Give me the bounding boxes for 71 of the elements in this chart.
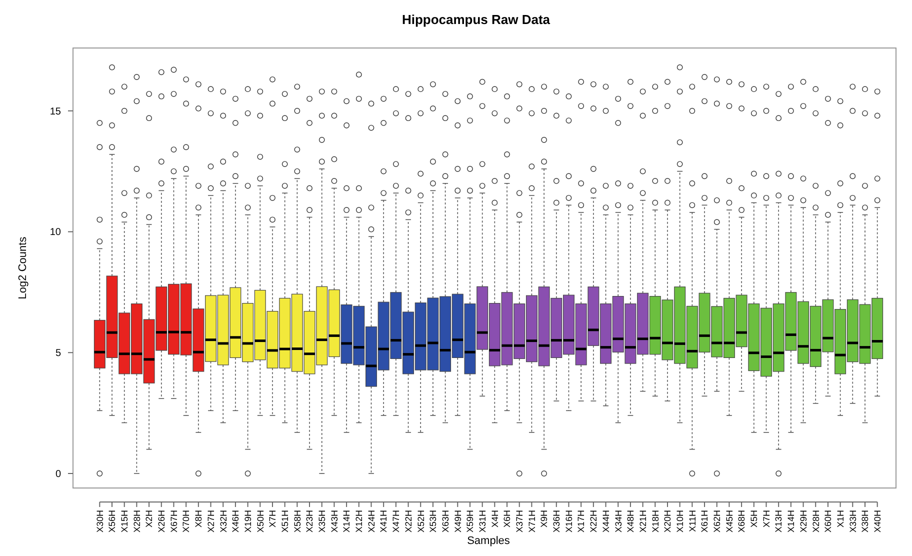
y-tick-label: 0 <box>55 468 62 480</box>
x-tick-label: X30H <box>94 510 105 533</box>
x-tick-label: X33H <box>848 510 858 533</box>
x-tick-label: X51H <box>280 510 290 533</box>
x-tick-label: X52H <box>416 510 426 533</box>
x-tick-label: X23H <box>304 510 315 533</box>
x-tick-label: X44H <box>600 510 611 533</box>
x-tick-label: X20H <box>662 510 673 533</box>
x-tick-label: X49H <box>452 510 463 533</box>
x-tick-label: X36H <box>552 510 562 533</box>
x-tick-label: X14H <box>786 510 796 533</box>
x-tick-label: X5H <box>749 510 760 528</box>
x-tick-label: X45H <box>724 510 734 533</box>
x-tick-label: X15H <box>120 510 130 533</box>
x-tick-label: X17H <box>576 510 586 533</box>
x-tick-label: X41H <box>378 510 389 533</box>
x-tick-label: X18H <box>650 510 660 533</box>
x-tick-label: X16H <box>564 510 574 533</box>
x-tick-label: X22H <box>403 510 414 533</box>
x-tick-label: X24H <box>366 510 376 533</box>
x-tick-label: X9H <box>539 510 550 528</box>
x-tick-label: X53H <box>428 510 438 533</box>
x-tick-label: X63H <box>440 510 450 533</box>
x-tick-label: X4H <box>490 510 500 528</box>
x-tick-label: X31H <box>477 510 488 533</box>
x-tick-label: X6H <box>502 510 512 528</box>
x-tick-label: X61H <box>700 510 710 533</box>
x-tick-label: X68H <box>736 510 747 533</box>
x-tick-label: X37H <box>514 510 525 533</box>
x-tick-label: X58H <box>292 510 302 533</box>
x-tick-label: X29H <box>798 510 808 533</box>
x-tick-label: X62H <box>712 510 722 533</box>
x-tick-label: X43H <box>329 510 340 533</box>
x-tick-label: X46H <box>230 510 241 533</box>
x-tick-label: X34H <box>613 510 624 533</box>
x-tick-label: X22H <box>588 510 599 533</box>
x-tick-label: X19H <box>242 510 253 533</box>
x-tick-label: X11H <box>687 510 698 532</box>
x-tick-label: X35H <box>317 510 328 533</box>
x-tick-label: X1H <box>835 510 846 528</box>
x-tick-label: X70H <box>181 510 192 533</box>
x-tick-label: X67H <box>168 510 179 533</box>
x-tick-label: X71H <box>526 510 537 533</box>
x-axis-title: Samples <box>467 535 510 547</box>
x-tick-label: X59H <box>465 510 476 533</box>
x-tick-label: X28H <box>810 510 821 533</box>
x-tick-label: X21H <box>638 510 648 533</box>
x-tick-label: X14H <box>342 510 352 533</box>
y-axis-title: Log2 Counts <box>17 236 29 300</box>
x-tick-label: X27H <box>206 510 216 533</box>
x-tick-label: X10H <box>674 510 685 533</box>
x-tick-label: X8H <box>194 510 204 528</box>
x-tick-label: X13H <box>774 510 784 533</box>
x-tick-label: X40H <box>872 510 882 533</box>
y-tick-label: 10 <box>50 227 62 238</box>
x-tick-label: X7H <box>268 510 278 528</box>
x-tick-label: X50H <box>255 510 266 533</box>
y-tick-label: 5 <box>55 348 62 360</box>
x-tick-label: X12H <box>354 510 364 533</box>
x-tick-label: X48H <box>626 510 636 533</box>
x-tick-label: X47H <box>391 510 402 533</box>
x-tick-label: X26H <box>156 510 167 533</box>
x-tick-label: X2H <box>144 510 154 528</box>
x-tick-label: X38H <box>860 510 870 533</box>
x-tick-label: X32H <box>218 510 228 533</box>
x-tick-label: X7H <box>761 510 772 528</box>
chart-title: Hippocampus Raw Data <box>402 12 551 27</box>
x-tick-label: X56H <box>107 510 118 533</box>
x-tick-label: X28H <box>132 510 142 533</box>
x-tick-label: X60H <box>823 510 834 533</box>
y-tick-label: 15 <box>50 106 62 118</box>
